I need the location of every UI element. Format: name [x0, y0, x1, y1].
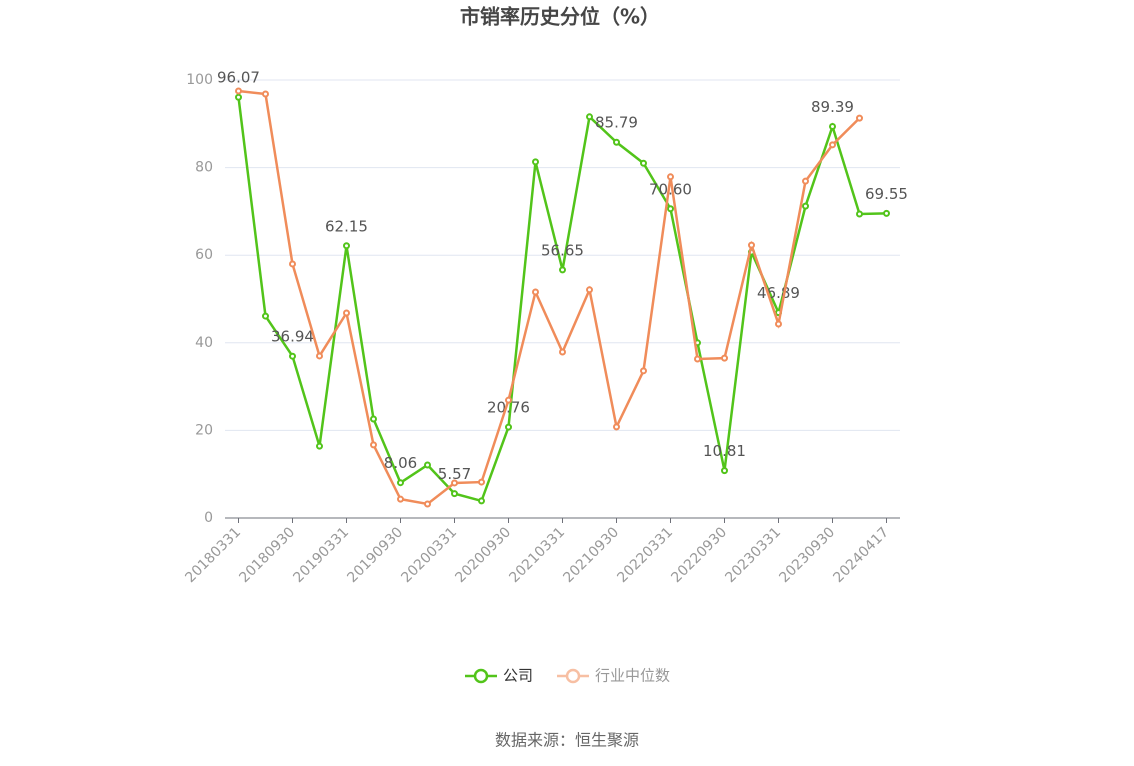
data-point — [802, 202, 809, 210]
y-tick-label: 20 — [195, 422, 213, 438]
data-point — [343, 309, 350, 317]
data-point — [424, 461, 431, 469]
data-point — [370, 441, 377, 449]
data-point — [775, 320, 782, 328]
data-point — [667, 205, 674, 213]
data-point — [505, 396, 512, 404]
data-point — [532, 288, 539, 296]
data-point — [532, 158, 539, 166]
data-point — [424, 500, 431, 508]
data-point — [235, 87, 242, 95]
x-tick-label: 20220331 — [614, 524, 676, 586]
data-label: 85.79 — [595, 114, 638, 132]
x-tick-label: 20180331 — [182, 524, 244, 586]
y-tick-label: 80 — [195, 160, 213, 176]
data-point — [829, 122, 836, 130]
chart-title: 市销率历史分位（%） — [460, 5, 660, 29]
x-tick-label: 20180930 — [236, 524, 298, 586]
y-tick-label: 0 — [204, 510, 213, 526]
data-point — [586, 286, 593, 294]
data-label: 62.15 — [325, 217, 368, 235]
data-label: 36.94 — [271, 328, 314, 346]
data-point — [451, 490, 458, 498]
data-point — [262, 312, 269, 320]
data-point — [802, 177, 809, 185]
y-tick-label: 40 — [195, 335, 213, 351]
x-tick-label: 20210331 — [506, 524, 568, 586]
x-tick-label: 20230331 — [722, 524, 784, 586]
data-label: 96.07 — [217, 69, 260, 87]
data-point — [478, 478, 485, 486]
legend-marker — [473, 668, 489, 684]
data-point — [262, 90, 269, 98]
data-label: 89.39 — [811, 98, 854, 116]
y-tick-label: 100 — [186, 72, 213, 88]
y-tick-label: 60 — [195, 247, 213, 263]
x-tick-label: 20210930 — [560, 524, 622, 586]
data-point — [316, 442, 323, 450]
data-point — [667, 173, 674, 181]
data-point — [343, 242, 350, 250]
data-label: 20.76 — [487, 399, 530, 417]
source-note: 数据来源：恒生聚源 — [495, 731, 639, 750]
data-point — [613, 423, 620, 431]
data-label: 70.60 — [649, 180, 692, 198]
x-tick-label: 20200331 — [398, 524, 460, 586]
data-point — [613, 138, 620, 146]
legend-label: 公司 — [503, 667, 533, 685]
data-point — [505, 423, 512, 431]
data-point — [721, 354, 728, 362]
data-label: 56.65 — [541, 241, 584, 259]
data-point — [559, 266, 566, 274]
data-label: 8.06 — [384, 454, 417, 472]
data-point — [370, 415, 377, 423]
data-point — [478, 497, 485, 505]
x-tick-label: 20230930 — [776, 524, 838, 586]
data-point — [748, 241, 755, 249]
data-point — [640, 367, 647, 375]
data-point — [397, 495, 404, 503]
data-label: 46.89 — [757, 284, 800, 302]
data-label: 5.57 — [438, 465, 471, 483]
x-tick-label: 20240417 — [830, 524, 892, 586]
data-point — [856, 114, 863, 122]
data-point — [451, 479, 458, 487]
data-point — [316, 352, 323, 360]
legend-label: 行业中位数 — [595, 667, 670, 685]
x-tick-label: 20220930 — [668, 524, 730, 586]
data-point — [397, 479, 404, 487]
data-point — [694, 355, 701, 363]
data-point — [235, 93, 242, 101]
series-line — [238, 89, 861, 506]
data-point — [586, 113, 593, 121]
data-label: 10.81 — [703, 442, 746, 460]
x-tick-label: 20190930 — [344, 524, 406, 586]
data-point — [856, 210, 863, 218]
x-tick-label: 20190331 — [290, 524, 352, 586]
data-point — [883, 209, 890, 217]
data-point — [721, 467, 728, 475]
data-label: 69.55 — [865, 185, 908, 203]
data-point — [289, 352, 296, 360]
data-point — [640, 159, 647, 167]
x-tick-label: 20200930 — [452, 524, 514, 586]
data-point — [289, 260, 296, 268]
legend-marker — [565, 668, 581, 684]
data-point — [829, 141, 836, 149]
data-point — [559, 348, 566, 356]
